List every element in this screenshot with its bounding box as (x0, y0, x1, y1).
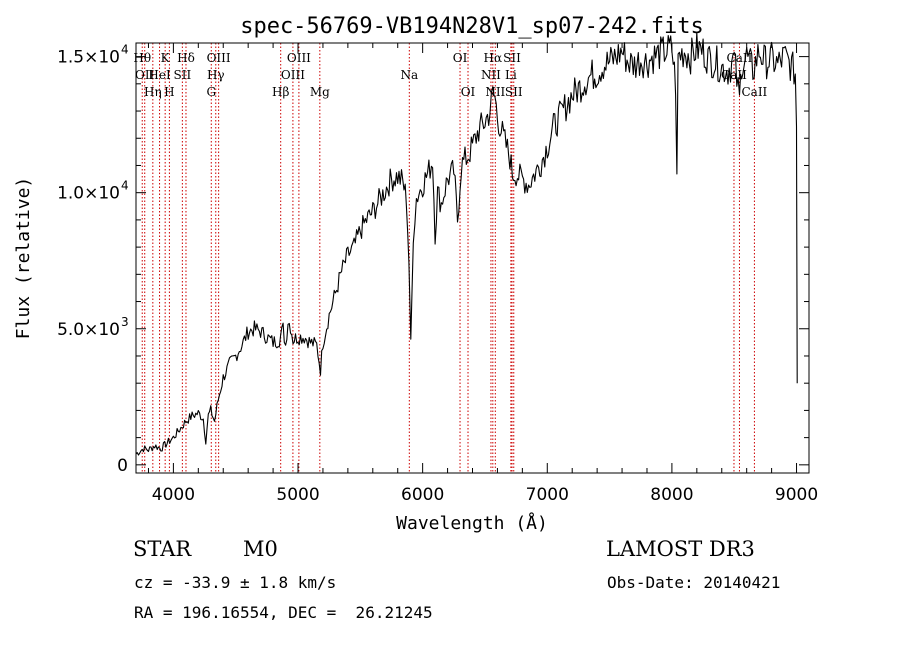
id-label-21: Li (505, 68, 517, 82)
coordinates-text: RA = 196.16554, DEC = 26.21245 (134, 603, 433, 622)
y-tick-label-1: 5.0×10 (57, 320, 120, 340)
class-label: STAR (133, 537, 192, 561)
plot-axes (135, 42, 810, 474)
x-tick-label-3: 7000 (526, 485, 569, 505)
y-tick-label-3: 1.5×10 (57, 48, 120, 68)
line-identification-labels: HθOIIHηHeIKHSIIHδGHγOIIIHβOIIIOIIIMgNaOI… (133, 51, 767, 99)
x-tick-label-0: 4000 (152, 485, 195, 505)
y-tick-exponent-2: 4 (121, 179, 129, 193)
id-label-5: H (164, 85, 174, 99)
id-label-15: Na (400, 68, 418, 82)
id-label-19: Hα (484, 51, 503, 65)
id-label-12: OIII (281, 68, 305, 82)
id-label-14: Mg (310, 85, 330, 99)
redshift-text: cz = -33.9 ± 1.8 km/s (134, 573, 337, 592)
y-axis-label: Flux (relative) (13, 177, 34, 340)
id-label-10: OIII (207, 51, 231, 65)
y-tick-exponent-3: 4 (121, 43, 129, 57)
id-label-25: CaII (727, 51, 753, 65)
id-label-16: OI (453, 51, 468, 65)
spectrum-line-0 (135, 31, 798, 456)
id-label-24: CaII (721, 68, 747, 82)
y-tick-exponent-1: 3 (121, 315, 129, 329)
subclass-label: M0 (243, 537, 278, 561)
id-label-20: NII (485, 85, 505, 99)
x-tick-label-1: 5000 (276, 485, 319, 505)
x-tick-label-2: 6000 (401, 485, 444, 505)
id-label-4: K (161, 51, 171, 65)
x-tick-label-5: 9000 (775, 485, 818, 505)
y-tick-label-0: 0 (117, 456, 128, 476)
line-identification-markers (141, 43, 755, 473)
x-axis-label: Wavelength (Å) (396, 512, 548, 534)
id-label-9: Hγ (207, 68, 225, 82)
id-label-7: Hδ (177, 51, 195, 65)
id-label-1: OII (135, 68, 155, 82)
id-label-8: G (206, 85, 216, 99)
id-label-17: OI (461, 85, 476, 99)
id-label-2: Hη (144, 85, 162, 99)
id-label-22: SII (503, 51, 521, 65)
id-label-18: NII (481, 68, 501, 82)
plot-frame (135, 42, 810, 474)
id-label-0: Hθ (133, 51, 151, 65)
id-label-26: CaII (741, 85, 767, 99)
id-label-6: SII (174, 68, 192, 82)
chart-title: spec-56769-VB194N28V1_sp07-242.fits (240, 14, 704, 39)
x-tick-label-4: 8000 (650, 485, 693, 505)
y-tick-label-2: 1.0×10 (57, 184, 120, 204)
id-label-11: Hβ (272, 85, 289, 99)
survey-label: LAMOST DR3 (606, 537, 755, 561)
spectrum-series (135, 31, 798, 456)
id-label-3: HeI (148, 68, 171, 82)
id-label-13: OIII (287, 51, 311, 65)
obs-date-text: Obs-Date: 20140421 (607, 573, 781, 592)
id-label-23: SII (505, 85, 523, 99)
